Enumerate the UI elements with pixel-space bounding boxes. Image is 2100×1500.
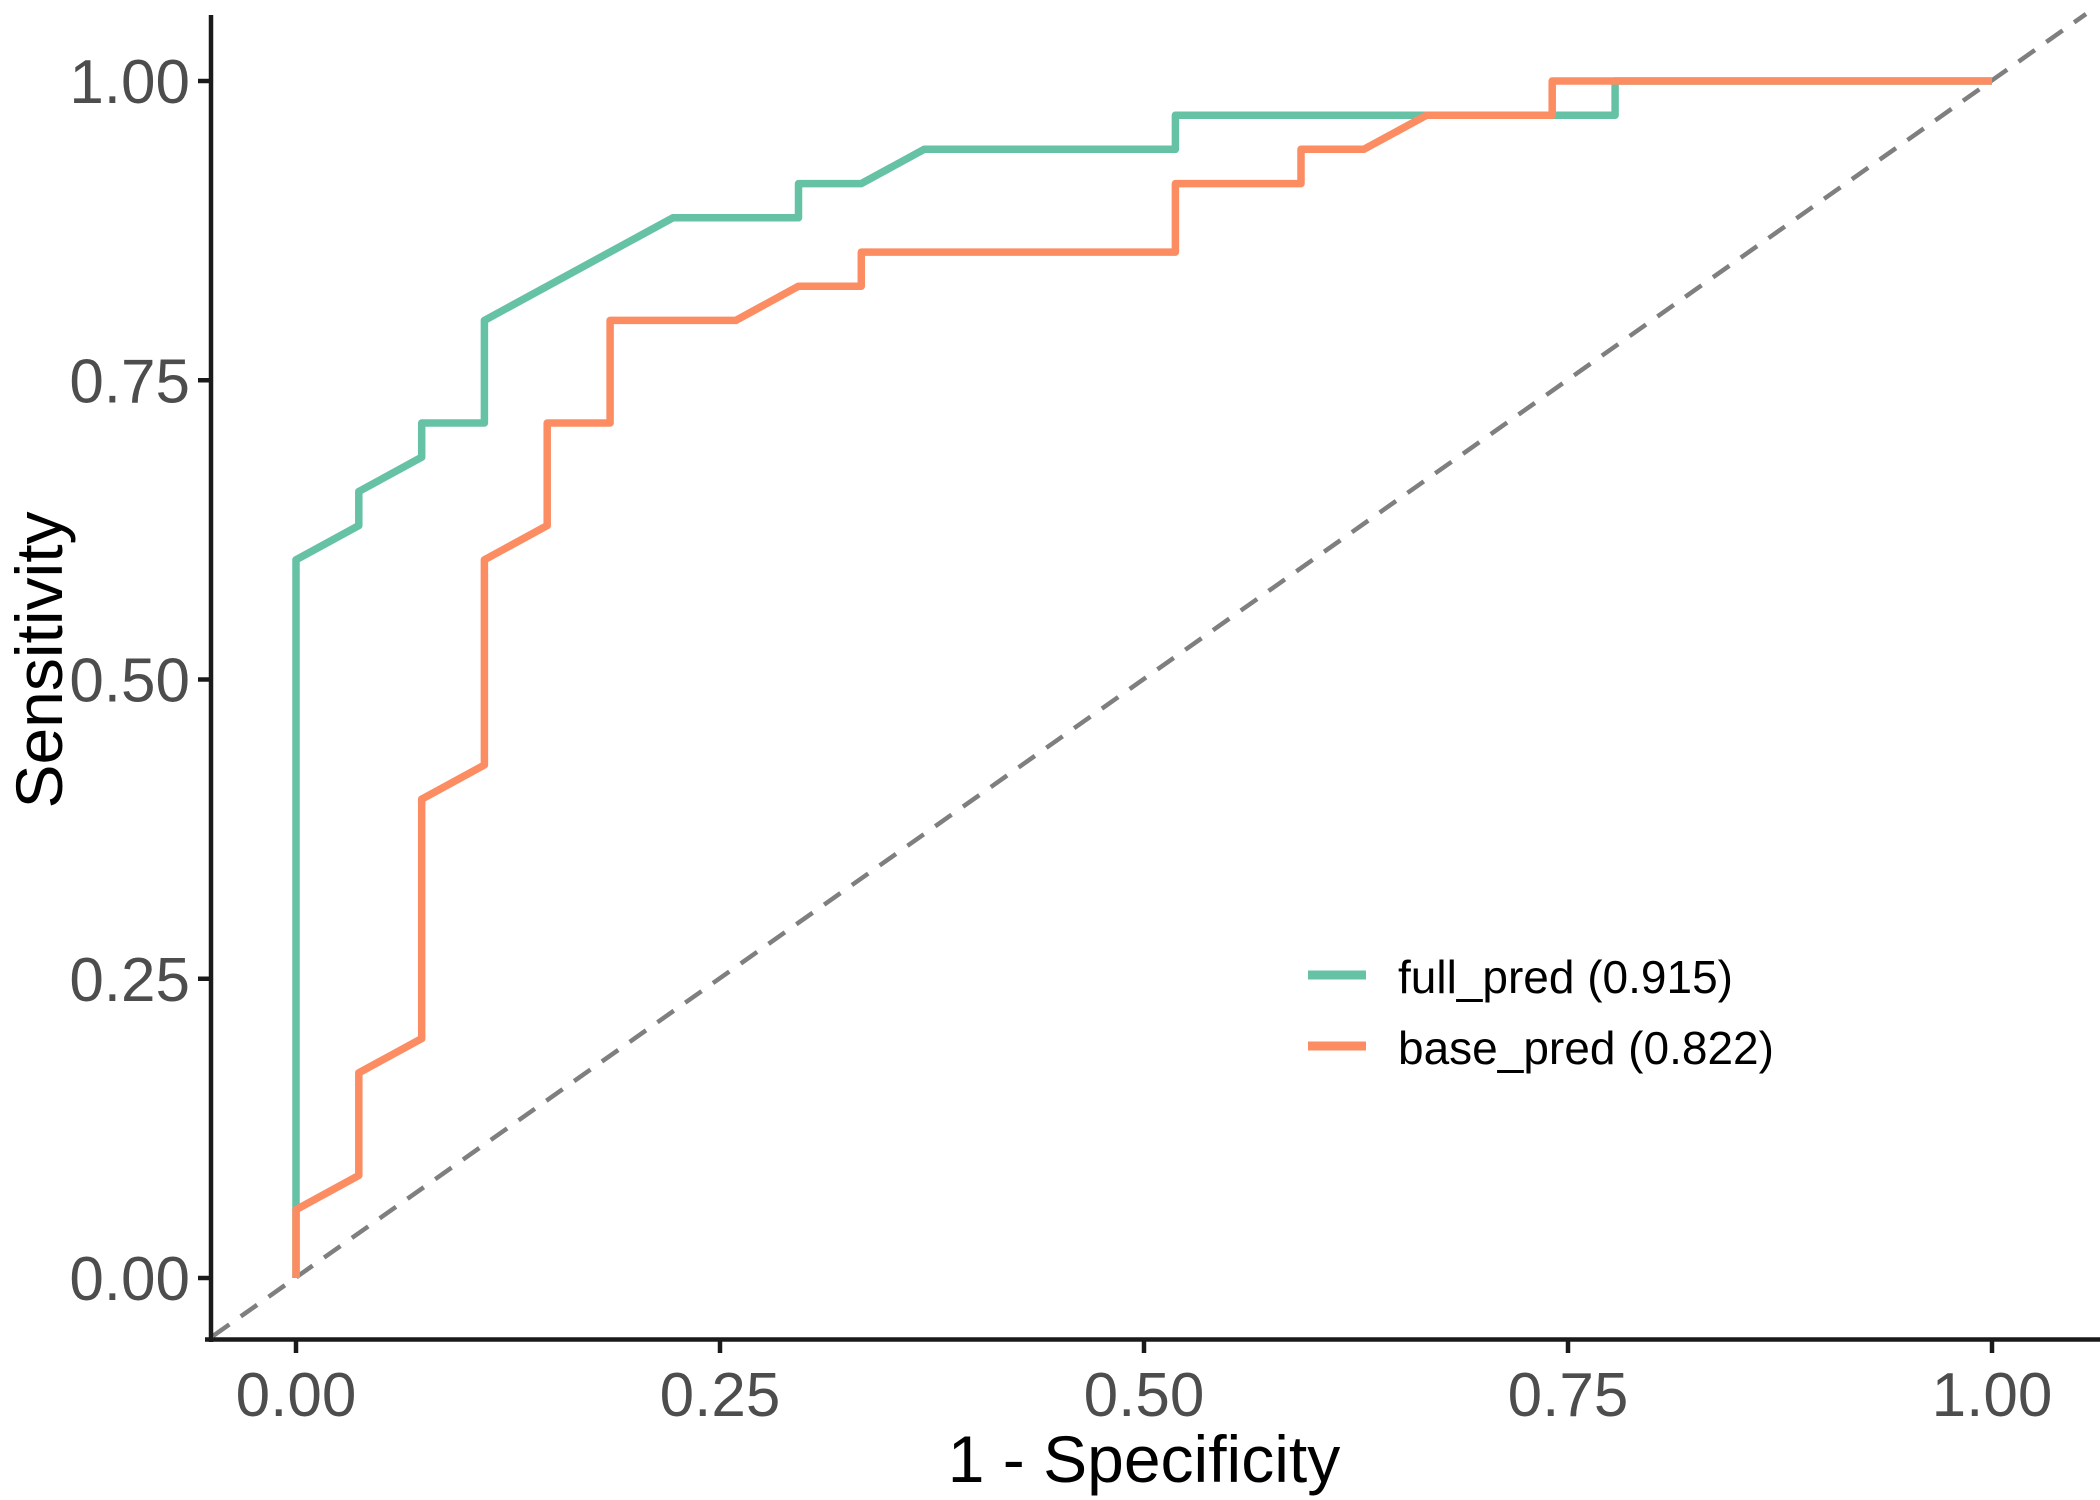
- x-tick-label: 0.25: [660, 1361, 781, 1430]
- axes: [205, 15, 2100, 1342]
- x-axis-title: 1 - Specificity: [948, 1422, 1340, 1496]
- y-tick-label: 0.75: [69, 347, 190, 416]
- legend-label-base-pred: base_pred (0.822): [1398, 1022, 1774, 1074]
- y-tick-label: 1.00: [69, 48, 190, 117]
- legend: full_pred (0.915) base_pred (0.822): [1308, 951, 1774, 1074]
- y-axis-title: Sensitivity: [2, 511, 76, 808]
- y-axis-ticks: 0.00 0.25 0.50 0.75 1.00: [69, 48, 211, 1314]
- y-tick-label: 0.50: [69, 647, 190, 716]
- legend-label-full-pred: full_pred (0.915): [1398, 951, 1733, 1003]
- y-tick-label: 0.00: [69, 1245, 190, 1314]
- roc-curve-full_pred: [292, 77, 1992, 1278]
- x-tick-label: 0.75: [1508, 1361, 1629, 1430]
- y-tick-label: 0.25: [69, 946, 190, 1015]
- x-tick-label: 0.00: [236, 1361, 357, 1430]
- x-axis-ticks: 0.00 0.25 0.50 0.75 1.00: [236, 1340, 2053, 1430]
- roc-curves: [292, 77, 1992, 1278]
- x-tick-label: 1.00: [1932, 1361, 2053, 1430]
- chance-reference-line: [211, 12, 2088, 1338]
- roc-curve-base_pred: [292, 77, 1992, 1278]
- x-tick-label: 0.50: [1084, 1361, 1205, 1430]
- dashed-diagonal-line: [211, 12, 2088, 1338]
